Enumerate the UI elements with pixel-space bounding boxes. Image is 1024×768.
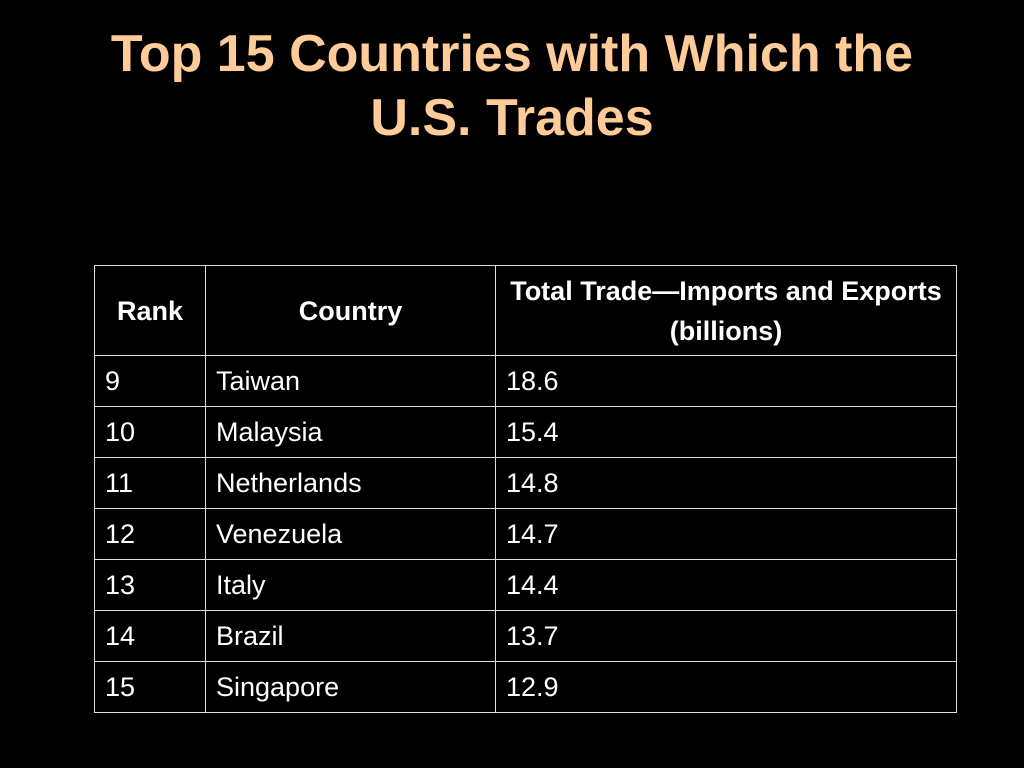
table-cell: 13.7	[495, 610, 957, 662]
table-cell: 10	[94, 406, 206, 458]
table-row: 11 Netherlands 14.8	[94, 457, 957, 509]
table-cell: 15.4	[495, 406, 957, 458]
slide-title: Top 15 Countries with Which the U.S. Tra…	[110, 25, 914, 147]
table-cell: Italy	[205, 559, 496, 611]
table-body: 9 Taiwan 18.6 10 Malaysia 15.4 11 Netherlands 14…	[94, 355, 957, 713]
header-cell: Total Trade—Imports and Exports (billion…	[495, 265, 957, 356]
table-row: 9 Taiwan 18.6	[94, 355, 957, 407]
header-cell: Country	[205, 265, 496, 356]
trade-table: Rank Country Total Trade—Imports and Expor…	[94, 265, 957, 713]
table-cell: 13	[94, 559, 206, 611]
table-row: 12 Venezuela 14.7	[94, 508, 957, 560]
table-row: 15 Singapore 12.9	[94, 661, 957, 713]
header-row: Rank Country Total Trade—Imports and Expor…	[94, 265, 957, 356]
table-cell: Malaysia	[205, 406, 496, 458]
table-row: 10 Malaysia 15.4	[94, 406, 957, 458]
table-cell: 14	[94, 610, 206, 662]
table-cell: 11	[94, 457, 206, 509]
table-cell: 9	[94, 355, 206, 407]
table-cell: 15	[94, 661, 206, 713]
table-cell: 12.9	[495, 661, 957, 713]
table-cell: 14.7	[495, 508, 957, 560]
table-cell: 14.4	[495, 559, 957, 611]
table-cell: 14.8	[495, 457, 957, 509]
table-cell: Brazil	[205, 610, 496, 662]
table-cell: 18.6	[495, 355, 957, 407]
table-header: Rank Country Total Trade—Imports and Expor…	[94, 265, 957, 356]
header-cell: Rank	[94, 265, 206, 356]
table-cell: Netherlands	[205, 457, 496, 509]
table-cell: 12	[94, 508, 206, 560]
table-cell: Venezuela	[205, 508, 496, 560]
table-cell: Taiwan	[205, 355, 496, 407]
table-row: 14 Brazil 13.7	[94, 610, 957, 662]
table-cell: Singapore	[205, 661, 496, 713]
table-row: 13 Italy 14.4	[94, 559, 957, 611]
